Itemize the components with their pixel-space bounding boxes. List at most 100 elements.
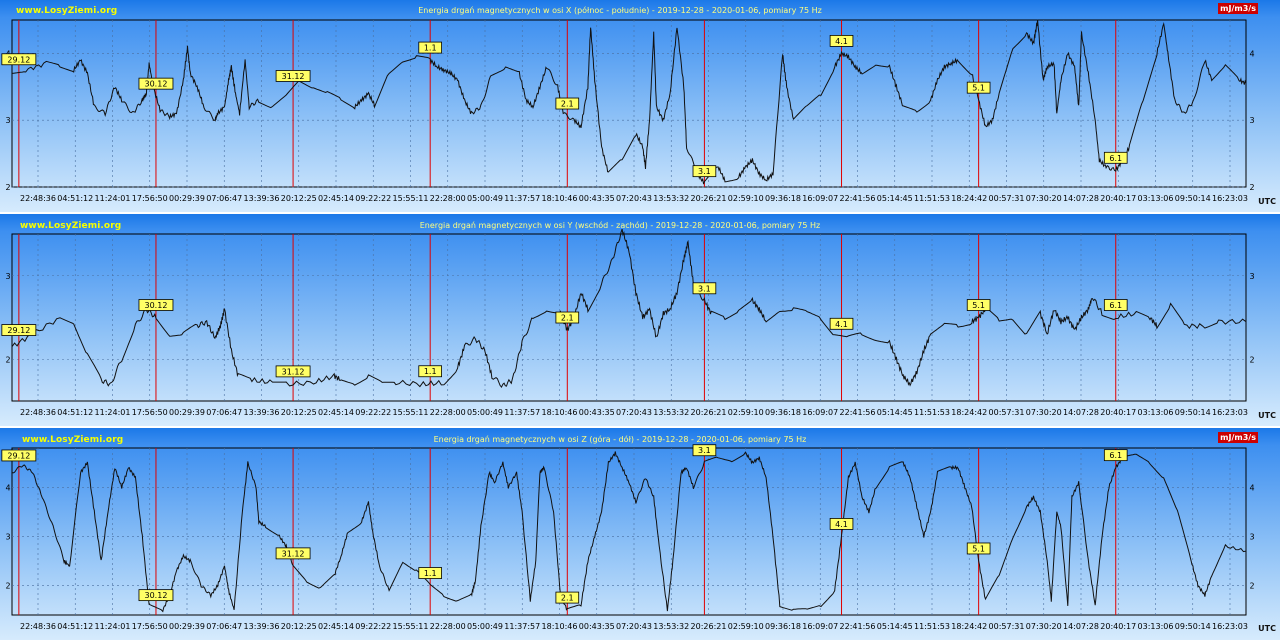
y-tick-label: 4 bbox=[5, 483, 10, 492]
day-marker-box bbox=[829, 35, 854, 47]
series-line-z bbox=[11, 451, 1247, 613]
chart-panel-y: www.LosyZiemi.org Energia drgań magnetyc… bbox=[0, 214, 1280, 427]
x-tick-label: 07:20:43 bbox=[616, 622, 652, 631]
x-tick-label: 09:22:22 bbox=[355, 408, 391, 417]
y-tick-label: 2 bbox=[1249, 183, 1254, 192]
x-tick-label: 11:51:53 bbox=[914, 622, 950, 631]
day-marker-label: 3.1 bbox=[698, 446, 711, 455]
x-tick-label: 02:45:14 bbox=[318, 408, 354, 417]
x-tick-label: 20:12:25 bbox=[281, 622, 317, 631]
y-tick-label: 3 bbox=[1249, 116, 1254, 125]
x-tick-label: 11:37:57 bbox=[504, 622, 540, 631]
chart-title: Energia drgań magnetycznych w osi X (pół… bbox=[418, 6, 822, 15]
day-marker-box bbox=[1, 53, 37, 66]
x-tick-label: 14:07:28 bbox=[1063, 622, 1099, 631]
x-tick-label: 05:14:45 bbox=[877, 194, 913, 203]
x-tick-label: 18:10:46 bbox=[542, 408, 578, 417]
day-marker-box bbox=[692, 444, 717, 457]
x-tick-label: 02:45:14 bbox=[318, 622, 354, 631]
x-tick-label: 03:13:06 bbox=[1138, 194, 1174, 203]
chart-panel-x: www.LosyZiemi.org Energia drgań magnetyc… bbox=[0, 0, 1280, 213]
x-tick-label: 11:24:01 bbox=[95, 622, 131, 631]
day-marker-box bbox=[418, 365, 442, 378]
y-tick-label: 2 bbox=[1249, 582, 1254, 591]
y-tick-label: 3 bbox=[1249, 272, 1254, 281]
chart-title: Energia drgań magnetycznych w osi Y (wsc… bbox=[419, 221, 821, 230]
chart-plot-z: 22:48:36 04:51:12 11:24:01 17:56:50 00:29:39… bbox=[1, 444, 1255, 631]
chart-plot-y: 22:48:36 04:51:12 11:24:01 17:56:50 00:29:39… bbox=[1, 228, 1255, 417]
utc-label: UTC bbox=[1258, 411, 1276, 420]
x-tick-label: 11:51:53 bbox=[914, 194, 950, 203]
day-marker-box bbox=[138, 589, 174, 602]
y-tick-label: 2 bbox=[1249, 355, 1254, 364]
day-marker-label: 1.1 bbox=[424, 569, 437, 578]
chart-title: Energia drgań magnetycznych w osi Z (gór… bbox=[433, 435, 807, 444]
x-tick-label: 20:40:17 bbox=[1100, 408, 1136, 417]
x-tick-label: 16:23:03 bbox=[1212, 194, 1248, 203]
site-label: www.LosyZiemi.org bbox=[22, 435, 124, 445]
x-tick-label: 07:06:47 bbox=[206, 622, 242, 631]
day-marker-label: 6.1 bbox=[1109, 301, 1122, 310]
x-tick-label: 00:29:39 bbox=[169, 408, 205, 417]
day-marker-label: 31.12 bbox=[282, 367, 305, 376]
x-tick-label: 20:40:17 bbox=[1100, 622, 1136, 631]
x-tick-label: 09:36:18 bbox=[765, 408, 801, 417]
x-tick-label: 07:20:43 bbox=[616, 194, 652, 203]
x-tick-label: 11:37:57 bbox=[504, 408, 540, 417]
x-tick-label: 02:59:10 bbox=[728, 622, 764, 631]
day-marker-box bbox=[275, 547, 311, 560]
x-tick-label: 11:51:53 bbox=[914, 408, 950, 417]
x-tick-label: 22:41:56 bbox=[840, 408, 876, 417]
x-tick-label: 17:56:50 bbox=[132, 622, 168, 631]
day-marker-box bbox=[275, 365, 311, 378]
unit-badge: mJ/m3/s bbox=[1218, 432, 1258, 443]
x-tick-label: 05:00:49 bbox=[467, 622, 503, 631]
utc-label: UTC bbox=[1258, 197, 1276, 206]
x-tick-label: 07:30:20 bbox=[1026, 622, 1062, 631]
day-marker-box bbox=[555, 311, 580, 324]
x-tick-label: 00:57:31 bbox=[989, 194, 1025, 203]
day-marker-box bbox=[555, 591, 580, 604]
x-tick-label: 13:53:32 bbox=[653, 622, 689, 631]
x-tick-label: 18:10:46 bbox=[542, 194, 578, 203]
x-tick-label: 17:56:50 bbox=[132, 408, 168, 417]
day-marker-label: 4.1 bbox=[835, 320, 848, 329]
x-tick-label: 20:26:21 bbox=[691, 408, 727, 417]
x-tick-label: 14:07:28 bbox=[1063, 408, 1099, 417]
x-tick-label: 07:30:20 bbox=[1026, 194, 1062, 203]
day-marker-label: 1.1 bbox=[424, 367, 437, 376]
day-marker-label: 5.1 bbox=[972, 301, 985, 310]
x-tick-label: 05:14:45 bbox=[877, 408, 913, 417]
x-tick-label: 09:50:14 bbox=[1175, 194, 1211, 203]
day-marker-label: 2.1 bbox=[561, 100, 574, 109]
x-tick-label: 07:06:47 bbox=[206, 194, 242, 203]
day-marker-box bbox=[966, 542, 991, 555]
series-line-y bbox=[11, 228, 1247, 389]
day-marker-box bbox=[1103, 299, 1128, 311]
day-marker-label: 29.12 bbox=[7, 326, 30, 335]
x-tick-label: 02:59:10 bbox=[728, 408, 764, 417]
y-tick-label: 2 bbox=[5, 355, 10, 364]
day-marker-label: 30.12 bbox=[145, 301, 168, 310]
day-marker-label: 3.1 bbox=[698, 167, 711, 176]
x-tick-label: 22:41:56 bbox=[840, 622, 876, 631]
series-line-x bbox=[11, 19, 1247, 185]
day-marker-box bbox=[1103, 151, 1128, 164]
day-marker-label: 4.1 bbox=[835, 520, 848, 529]
day-marker-box bbox=[418, 41, 442, 54]
x-tick-label: 13:39:36 bbox=[244, 194, 280, 203]
day-marker-label: 5.1 bbox=[972, 84, 985, 93]
day-marker-box bbox=[418, 567, 442, 579]
y-tick-label: 3 bbox=[1249, 532, 1254, 541]
x-tick-label: 20:12:25 bbox=[281, 194, 317, 203]
utc-label: UTC bbox=[1258, 624, 1276, 633]
day-marker-label: 2.1 bbox=[561, 594, 574, 603]
y-tick-label: 3 bbox=[5, 272, 10, 281]
y-tick-label: 2 bbox=[5, 582, 10, 591]
x-tick-label: 22:28:00 bbox=[430, 194, 466, 203]
x-tick-label: 18:10:46 bbox=[542, 622, 578, 631]
y-tick-label: 4 bbox=[1249, 483, 1254, 492]
x-tick-label: 15:55:11 bbox=[393, 408, 429, 417]
x-tick-label: 13:39:36 bbox=[244, 622, 280, 631]
x-tick-label: 00:43:35 bbox=[579, 622, 615, 631]
